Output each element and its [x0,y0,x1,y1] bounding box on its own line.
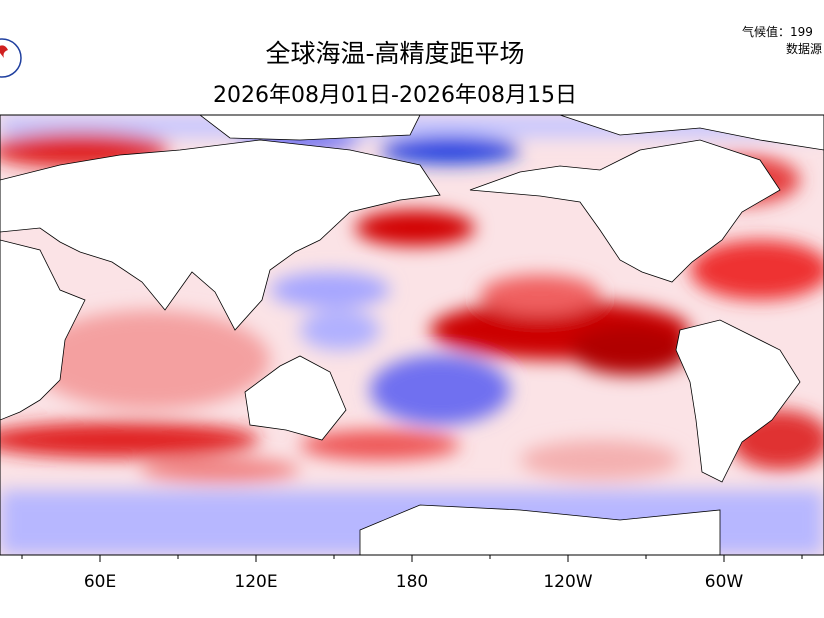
note: 数据源 [786,41,822,56]
note: 气候值：199 [742,24,813,39]
lon-label: 120E [234,572,277,592]
lon-label: 120W [543,572,592,592]
lon-label: 60E [84,572,116,592]
lon-label: 60W [705,572,744,592]
lon-ticks [21,555,803,562]
subtitle: 2026年08月01日-2026年08月15日 [213,83,577,108]
title: 全球海温-高精度距平场 [265,39,524,68]
sst-anomaly-field [0,115,824,555]
lon-label: 180 [396,572,428,592]
logo [0,38,22,78]
land [0,115,824,555]
